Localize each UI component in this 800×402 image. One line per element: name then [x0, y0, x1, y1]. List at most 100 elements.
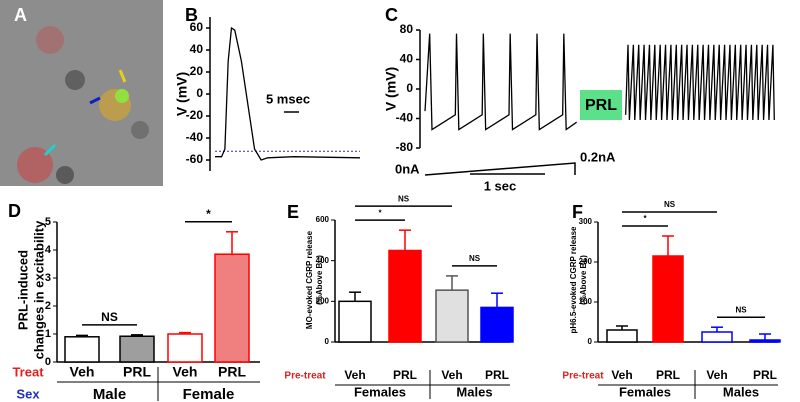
- bar: [64, 336, 100, 363]
- y-axis-label: changes in excitability: [31, 220, 46, 359]
- cell-blob: [65, 70, 85, 90]
- row-label: Sex: [16, 386, 40, 401]
- significance-label: *: [206, 207, 211, 221]
- y-tick-label: 0: [45, 356, 51, 368]
- significance-label: *: [378, 208, 382, 217]
- group-label: Male: [93, 386, 126, 402]
- x-tick-label: PRL: [485, 368, 509, 382]
- cell-blob: [36, 26, 64, 54]
- y-tick-label: 200: [579, 257, 593, 266]
- stimulus-start: 0nA: [395, 161, 420, 176]
- y-tick-label: -40: [186, 130, 204, 144]
- y-tick-label: 100: [579, 297, 593, 306]
- y-tick-label: 1: [45, 328, 51, 340]
- y-tick-label: -80: [396, 140, 414, 154]
- y-tick-label: 40: [400, 52, 414, 66]
- stimulus-end: 0.2nA: [580, 149, 616, 164]
- stimulus-ramp: [424, 162, 576, 176]
- y-tick-label: 0: [588, 337, 593, 346]
- y-tick-label: -20: [186, 108, 204, 122]
- y-tick-label: 2: [45, 300, 51, 312]
- x-tick-label: Veh: [70, 364, 95, 380]
- x-tick-label: Veh: [441, 368, 462, 382]
- y-tick-label: 300: [579, 217, 593, 226]
- group-label: Males: [723, 384, 759, 399]
- x-tick-label: Veh: [611, 368, 632, 382]
- group-label: Females: [619, 384, 671, 399]
- y-tick-label: 60: [190, 20, 204, 34]
- y-axis-label: V (mV): [174, 72, 190, 116]
- y-tick-label: 40: [190, 42, 204, 56]
- group-label: Females: [354, 384, 406, 399]
- y-axis-label: (%Above BL): [579, 255, 588, 305]
- x-tick-label: PRL: [656, 368, 680, 382]
- row-label: Pre-treat: [562, 371, 604, 382]
- row-label: Treat: [12, 364, 44, 379]
- y-tick-label: 600: [316, 215, 330, 224]
- bar: [119, 335, 155, 363]
- cell-blob: [115, 89, 129, 103]
- bar: [652, 255, 684, 343]
- bar: [480, 306, 514, 343]
- y-axis-label: (%Above BL): [315, 255, 324, 305]
- trace: [424, 33, 775, 131]
- x-tick-label: PRL: [218, 364, 246, 380]
- panel-label: F: [572, 202, 583, 222]
- y-tick-label: 0: [406, 81, 413, 95]
- bar: [167, 333, 203, 363]
- cell-blob: [17, 147, 53, 183]
- bar: [388, 249, 422, 343]
- y-tick-label: -40: [396, 111, 414, 125]
- y-tick-label: 5: [45, 216, 51, 228]
- y-axis-label: PRL-induced: [15, 250, 30, 330]
- significance-label: NS: [101, 310, 118, 324]
- group-label: Males: [456, 384, 492, 399]
- significance-label: NS: [735, 305, 747, 314]
- bar: [749, 339, 781, 343]
- arrow: [89, 96, 101, 105]
- bar: [701, 331, 733, 343]
- scale-label: 5 msec: [266, 91, 310, 106]
- trace: [215, 26, 361, 161]
- significance-label: NS: [664, 200, 676, 209]
- x-tick-label: Veh: [344, 368, 365, 382]
- y-tick-label: 20: [190, 64, 204, 78]
- prl-box: [580, 90, 622, 120]
- y-tick-label: 4: [45, 244, 52, 256]
- y-tick-label: 200: [316, 296, 330, 305]
- panel-label: A: [14, 5, 27, 25]
- y-tick-label: -60: [186, 152, 204, 166]
- x-tick-label: PRL: [753, 368, 777, 382]
- panel-label: B: [185, 5, 198, 25]
- significance-label: NS: [469, 254, 481, 263]
- panel-label: E: [287, 202, 299, 222]
- bar: [606, 329, 638, 343]
- y-tick-label: 0: [196, 86, 203, 100]
- y-axis-label: MO-evoked CGRP release: [305, 230, 314, 329]
- bar: [338, 300, 372, 343]
- y-tick-label: 80: [400, 22, 414, 36]
- y-axis-label: V (mV): [383, 67, 399, 111]
- arrow: [118, 69, 127, 83]
- microscopy-image: A: [0, 0, 163, 186]
- bar: [435, 289, 469, 343]
- cell-blob: [56, 166, 74, 184]
- significance-label: NS: [398, 194, 410, 203]
- x-tick-label: Veh: [706, 368, 727, 382]
- y-axis-label: pH6.5-evoked CGRP release: [569, 226, 578, 334]
- time-scale-label: 1 sec: [484, 178, 517, 193]
- y-tick-label: 0: [325, 337, 330, 346]
- x-tick-label: PRL: [393, 368, 417, 382]
- row-label: Pre-treat: [284, 371, 326, 382]
- prl-label: PRL: [585, 97, 617, 114]
- significance-label: *: [643, 214, 647, 223]
- cell-blob: [131, 121, 149, 139]
- y-tick-label: 400: [316, 256, 330, 265]
- x-tick-label: PRL: [123, 364, 151, 380]
- panel-label: D: [8, 201, 21, 221]
- bar: [214, 253, 250, 363]
- arrow: [43, 143, 57, 157]
- y-tick-label: 3: [45, 272, 51, 284]
- panel-label: C: [385, 5, 398, 25]
